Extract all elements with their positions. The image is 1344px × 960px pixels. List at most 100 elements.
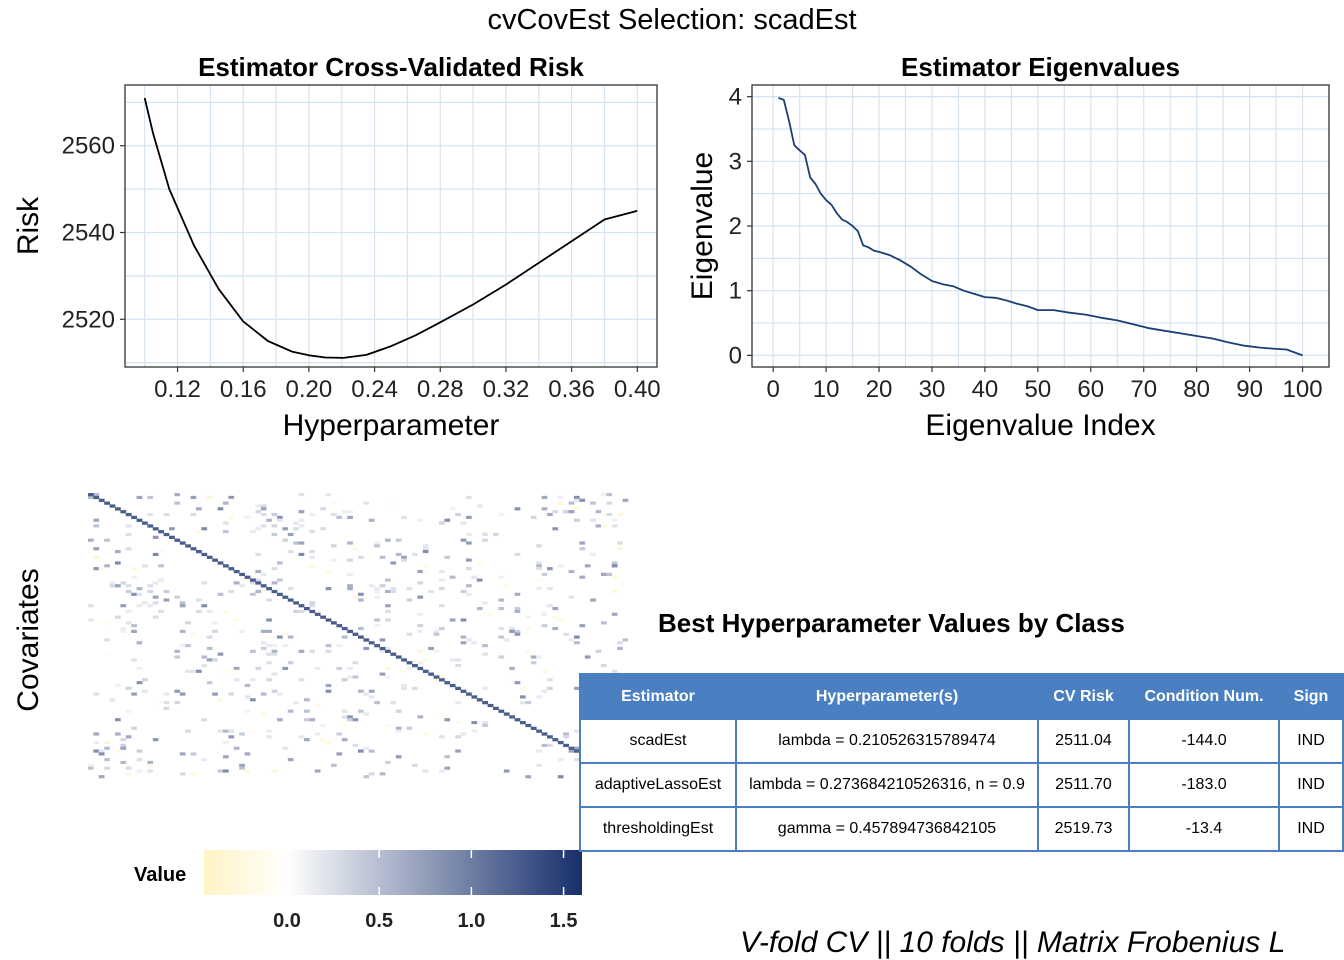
cell-sign: IND	[1278, 762, 1344, 808]
heatmap-cell	[417, 686, 424, 690]
heatmap-cell	[179, 629, 186, 633]
heatmap-cell	[379, 638, 386, 642]
heatmap-cell	[282, 666, 289, 670]
heatmap-cell	[314, 732, 321, 736]
heatmap-cell	[601, 524, 607, 528]
heatmap-cell	[250, 575, 256, 579]
heatmap-cell	[271, 689, 278, 693]
legend-title: Value	[134, 864, 187, 886]
heatmap-cell	[331, 558, 337, 562]
heatmap-cell	[352, 595, 359, 599]
heatmap-cell	[455, 666, 461, 670]
heatmap-cell	[255, 666, 262, 670]
heatmap-cell	[185, 729, 191, 733]
heatmap-cell	[260, 572, 267, 576]
heatmap-cell	[88, 766, 94, 770]
heatmap-cell	[439, 675, 445, 679]
heatmap-cell	[293, 521, 299, 525]
heatmap-diagonal-cell	[428, 672, 434, 676]
heatmap-cell	[428, 589, 434, 594]
heatmap-cell	[293, 609, 299, 613]
y-tick-label: 2	[729, 213, 742, 240]
heatmap-cell	[493, 532, 499, 537]
heatmap-cell	[352, 547, 359, 551]
heatmap-cell	[331, 512, 337, 517]
heatmap-cell	[163, 701, 170, 705]
x-tick-label: 70	[1130, 376, 1157, 403]
heatmap-cell	[611, 575, 618, 579]
heatmap-cell	[401, 669, 407, 673]
heatmap-cell	[358, 689, 364, 693]
heatmap-cell	[244, 695, 251, 699]
table-row: scadEst lambda = 0.210526315789474 2511.…	[579, 718, 1344, 764]
heatmap-diagonal-cell	[228, 567, 235, 571]
heatmap-cell	[374, 541, 380, 545]
heatmap-diagonal-cell	[282, 595, 289, 599]
heatmap-diagonal-cell	[363, 638, 370, 642]
heatmap-cell	[341, 715, 348, 719]
heatmap-cell	[471, 721, 478, 725]
heatmap-cell	[136, 604, 143, 608]
heatmap-cell	[552, 626, 559, 631]
heatmap-diagonal-cell	[471, 695, 478, 699]
heatmap-cell	[525, 615, 532, 619]
results-table: Estimator Hyperparameter(s) CV Risk Cond…	[579, 673, 1344, 852]
heatmap-cell	[455, 664, 461, 668]
heatmap-cell	[412, 763, 418, 767]
heatmap-cell	[358, 592, 364, 596]
heatmap-cell	[271, 652, 278, 656]
heatmap-cell	[104, 766, 110, 770]
heatmap-cell	[433, 629, 440, 633]
heatmap-cell	[336, 644, 343, 648]
header-condition-num: Condition Num.	[1128, 673, 1280, 720]
heatmap-cell	[395, 755, 402, 759]
heatmap-cell	[325, 587, 332, 591]
heatmap-cell	[115, 510, 121, 514]
heatmap-cell	[244, 709, 251, 713]
heatmap-cell	[250, 729, 256, 733]
heatmap-cell	[341, 738, 348, 742]
heatmap-cell	[611, 669, 618, 673]
heatmap-diagonal-cell	[385, 649, 391, 653]
heatmap-cell	[541, 572, 548, 576]
heatmap-cell	[239, 766, 245, 770]
heatmap-cell	[158, 564, 164, 568]
heatmap-cell	[125, 524, 132, 528]
heatmap-cell	[482, 530, 488, 534]
heatmap-cell	[239, 732, 245, 736]
heatmap-cell	[260, 646, 267, 651]
y-tick-label: 2540	[62, 220, 115, 247]
heatmap-cell	[125, 547, 132, 551]
heatmap-cell	[455, 721, 461, 725]
eigen-chart: 0 10 20 30 40 50 60 70 80 90 100 0 1 2 3 4 Eigenvalue In…	[686, 84, 1330, 442]
heatmap-cell	[368, 518, 375, 522]
heatmap-cell	[385, 646, 391, 651]
heatmap-cell	[574, 686, 580, 690]
heatmap-cell	[595, 510, 602, 514]
heatmap-cell	[233, 746, 240, 750]
risk-chart-title: Estimator Cross-Validated Risk	[198, 52, 584, 82]
heatmap-cell	[590, 518, 596, 522]
heatmap-diagonal-cell	[152, 527, 159, 531]
cell-hyperparameters: gamma = 0.457894736842105	[735, 806, 1039, 852]
heatmap-cell	[125, 763, 132, 767]
heatmap-diagonal-cell	[466, 692, 472, 696]
heatmap-cell	[152, 552, 159, 556]
heatmap-cell	[120, 581, 127, 585]
heatmap-cell	[498, 626, 505, 631]
heatmap-diagonal-cell	[368, 641, 375, 645]
heatmap-cell	[142, 601, 148, 605]
heatmap-cell	[379, 772, 386, 776]
heatmap-diagonal-cell	[131, 515, 137, 520]
heatmap-cell	[503, 638, 510, 642]
heatmap-cell	[287, 550, 294, 554]
heatmap-diagonal-cell	[374, 644, 380, 648]
heatmap-cell	[390, 701, 397, 705]
heatmap-cell	[244, 752, 251, 756]
heatmap-cell	[433, 678, 440, 682]
heatmap-cell	[622, 638, 629, 642]
heatmap-cell	[115, 718, 121, 722]
heatmap-cell	[136, 758, 143, 762]
heatmap-cell	[611, 612, 618, 616]
heatmap-cell	[498, 635, 505, 639]
